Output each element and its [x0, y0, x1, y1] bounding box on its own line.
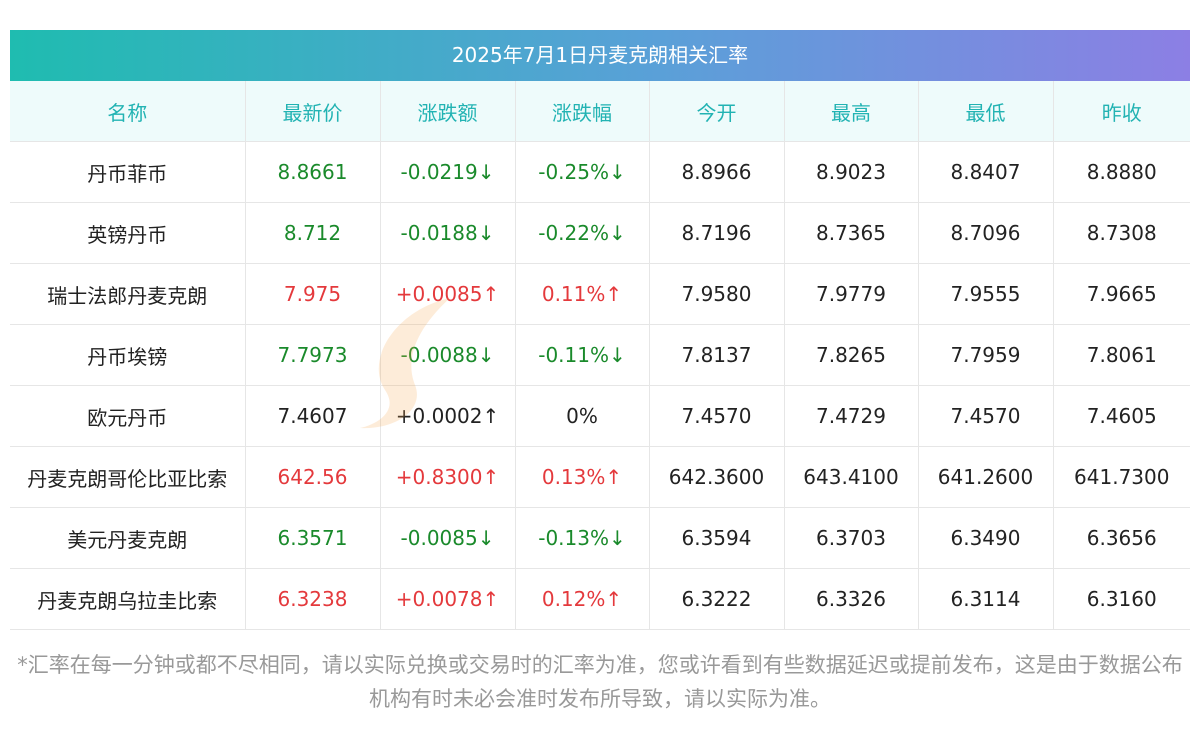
cell-low: 8.8407 [918, 141, 1054, 203]
cell-change-pct: 0.12%↑ [515, 568, 650, 630]
cell-change-pct: -0.22%↓ [515, 202, 650, 264]
cell-high: 8.9023 [784, 141, 919, 203]
cell-prev-close: 8.8880 [1053, 141, 1190, 203]
cell-high: 6.3326 [784, 568, 919, 630]
cell-high: 7.9779 [784, 263, 919, 325]
header-change-pct: 涨跌幅 [515, 81, 650, 142]
rates-table: 名称 最新价 涨跌额 涨跌幅 今开 最高 最低 昨收 丹币菲币 8.8661 -0.… [10, 81, 1190, 630]
cell-low: 8.7096 [918, 202, 1054, 264]
cell-open: 7.4570 [649, 385, 785, 447]
table-row: 丹麦克朗乌拉圭比索 6.3238 +0.0078↑ 0.12%↑ 6.3222 6.332… [10, 568, 1190, 630]
page-title: 2025年7月1日丹麦克朗相关汇率 [10, 30, 1190, 81]
header-high: 最高 [784, 81, 919, 142]
cell-name: 丹麦克朗哥伦比亚比索 [10, 446, 246, 508]
header-name: 名称 [10, 81, 246, 142]
cell-change: -0.0219↓ [380, 141, 516, 203]
cell-change: -0.0085↓ [380, 507, 516, 569]
cell-latest: 7.7973 [245, 324, 381, 386]
cell-prev-close: 7.8061 [1053, 324, 1190, 386]
cell-latest: 6.3238 [245, 568, 381, 630]
cell-high: 6.3703 [784, 507, 919, 569]
footnote: *汇率在每一分钟或都不尽相同，请以实际兑换或交易时的汇率为准，您或许看到有些数据… [17, 653, 1183, 711]
cell-name: 丹麦克朗乌拉圭比索 [10, 568, 246, 630]
cell-low: 7.7959 [918, 324, 1054, 386]
cell-latest: 7.4607 [245, 385, 381, 447]
cell-name: 丹币埃镑 [10, 324, 246, 386]
cell-change-pct: -0.25%↓ [515, 141, 650, 203]
cell-name: 英镑丹币 [10, 202, 246, 264]
cell-name: 欧元丹币 [10, 385, 246, 447]
cell-prev-close: 7.9665 [1053, 263, 1190, 325]
table-row: 欧元丹币 7.4607 +0.0002↑ 0% 7.4570 7.4729 7.4570 7.… [10, 385, 1190, 447]
cell-change: +0.0085↑ [380, 263, 516, 325]
rate-panel: 2025年7月1日丹麦克朗相关汇率 名称 最新价 涨跌额 涨跌幅 今开 最高 最… [10, 30, 1190, 716]
cell-change: +0.0078↑ [380, 568, 516, 630]
header-open: 今开 [649, 81, 785, 142]
table-row: 丹麦克朗哥伦比亚比索 642.56 +0.8300↑ 0.13%↑ 642.3600 64… [10, 446, 1190, 508]
header-change: 涨跌额 [380, 81, 516, 142]
cell-low: 6.3490 [918, 507, 1054, 569]
cell-open: 7.9580 [649, 263, 785, 325]
header-prev-close: 昨收 [1053, 81, 1190, 142]
cell-change-pct: 0.13%↑ [515, 446, 650, 508]
cell-change-pct: 0.11%↑ [515, 263, 650, 325]
cell-high: 7.8265 [784, 324, 919, 386]
header-low: 最低 [918, 81, 1054, 142]
cell-open: 642.3600 [649, 446, 785, 508]
cell-high: 643.4100 [784, 446, 919, 508]
table-row: 丹币埃镑 7.7973 -0.0088↓ -0.11%↓ 7.8137 7.8265 7.7… [10, 324, 1190, 386]
cell-low: 641.2600 [918, 446, 1054, 508]
table-row: 美元丹麦克朗 6.3571 -0.0085↓ -0.13%↓ 6.3594 6.3703 6… [10, 507, 1190, 569]
cell-name: 丹币菲币 [10, 141, 246, 203]
cell-change-pct: 0% [515, 385, 650, 447]
cell-open: 8.8966 [649, 141, 785, 203]
cell-name: 美元丹麦克朗 [10, 507, 246, 569]
cell-low: 6.3114 [918, 568, 1054, 630]
cell-prev-close: 6.3160 [1053, 568, 1190, 630]
cell-high: 8.7365 [784, 202, 919, 264]
cell-low: 7.9555 [918, 263, 1054, 325]
cell-open: 6.3594 [649, 507, 785, 569]
table-row: 丹币菲币 8.8661 -0.0219↓ -0.25%↓ 8.8966 8.9023 8.8… [10, 141, 1190, 203]
cell-latest: 7.975 [245, 263, 381, 325]
table-row: 瑞士法郎丹麦克朗 7.975 +0.0085↑ 0.11%↑ 7.9580 7.9779 7… [10, 263, 1190, 325]
header-latest: 最新价 [245, 81, 381, 142]
table-header-row: 名称 最新价 涨跌额 涨跌幅 今开 最高 最低 昨收 [10, 81, 1190, 142]
cell-change: -0.0088↓ [380, 324, 516, 386]
cell-low: 7.4570 [918, 385, 1054, 447]
cell-open: 8.7196 [649, 202, 785, 264]
cell-change-pct: -0.11%↓ [515, 324, 650, 386]
cell-latest: 8.8661 [245, 141, 381, 203]
cell-change-pct: -0.13%↓ [515, 507, 650, 569]
cell-prev-close: 7.4605 [1053, 385, 1190, 447]
cell-open: 7.8137 [649, 324, 785, 386]
cell-prev-close: 8.7308 [1053, 202, 1190, 264]
cell-change: +0.0002↑ [380, 385, 516, 447]
cell-latest: 6.3571 [245, 507, 381, 569]
cell-change: +0.8300↑ [380, 446, 516, 508]
table-row: 英镑丹币 8.712 -0.0188↓ -0.22%↓ 8.7196 8.7365 8.70… [10, 202, 1190, 264]
cell-high: 7.4729 [784, 385, 919, 447]
cell-latest: 642.56 [245, 446, 381, 508]
cell-change: -0.0188↓ [380, 202, 516, 264]
cell-prev-close: 6.3656 [1053, 507, 1190, 569]
cell-latest: 8.712 [245, 202, 381, 264]
cell-open: 6.3222 [649, 568, 785, 630]
cell-name: 瑞士法郎丹麦克朗 [10, 263, 246, 325]
cell-prev-close: 641.7300 [1053, 446, 1190, 508]
